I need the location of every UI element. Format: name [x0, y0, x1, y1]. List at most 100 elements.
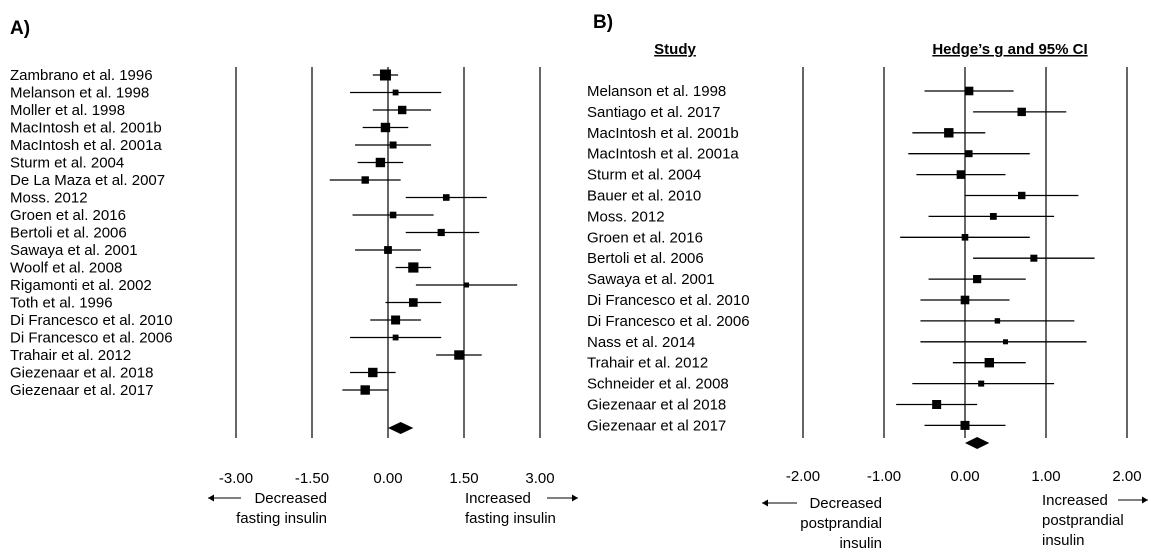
decreased-note-text: Decreased: [254, 490, 327, 507]
effect-size-marker: [964, 86, 974, 96]
effect-size-marker: [391, 315, 401, 325]
study-label: Giezenaar et al. 2017: [10, 382, 153, 399]
x-tick-label: 3.00: [525, 470, 554, 487]
effect-size-marker: [973, 275, 982, 284]
study-label: Bertoli et al. 2006: [587, 250, 704, 267]
effect-size-marker: [994, 318, 1001, 324]
increased-note-arrowhead: [572, 494, 578, 502]
study-label: Moss. 2012: [10, 190, 88, 207]
study-label: De La Maza et al. 2007: [10, 172, 165, 189]
decreased-note-text: postprandial: [800, 515, 882, 532]
effect-size-marker: [368, 367, 378, 378]
x-tick-label: 1.50: [449, 470, 478, 487]
study-label: Giezenaar et al. 2018: [10, 365, 153, 382]
effect-size-marker: [1018, 191, 1026, 200]
decreased-note-arrowhead: [762, 499, 768, 507]
x-tick-label: 0.00: [950, 468, 979, 485]
x-tick-label: -1.00: [867, 468, 901, 485]
effect-size-marker: [978, 380, 985, 387]
study-label: Melanson et al. 1998: [10, 85, 149, 102]
x-tick-label: 2.00: [1112, 468, 1141, 485]
study-label: Giezenaar et al 2018: [587, 397, 726, 414]
decreased-note-text: fasting insulin: [236, 510, 327, 527]
effect-size-marker: [437, 228, 445, 237]
panel-label: A): [10, 18, 30, 39]
study-label: Trahair et al. 2012: [587, 355, 708, 372]
effect-size-marker: [442, 194, 450, 201]
decreased-note-text: Decreased: [809, 495, 882, 512]
effect-size-marker: [960, 420, 970, 430]
study-label: Moller et al. 1998: [10, 102, 125, 119]
effect-size-marker: [454, 350, 464, 360]
study-label: Sturm et al. 2004: [587, 167, 701, 184]
study-label: Giezenaar et al 2017: [587, 417, 726, 434]
study-label: MacIntosh et al. 2001b: [587, 125, 739, 142]
effect-size-marker: [1017, 107, 1026, 117]
effect-size-marker: [944, 128, 954, 138]
effect-size-marker: [408, 262, 419, 273]
effect-size-marker: [397, 105, 407, 115]
effect-size-marker: [956, 170, 966, 179]
study-column-header: Study: [654, 41, 696, 58]
effect-size-marker: [380, 122, 391, 133]
study-label: Bertoli et al. 2006: [10, 225, 127, 242]
effect-size-marker: [1030, 254, 1038, 262]
study-label: Sturm et al. 2004: [10, 155, 124, 172]
effect-size-marker: [932, 400, 942, 409]
summary-diamond: [965, 437, 990, 449]
increased-note-text: insulin: [1042, 532, 1085, 549]
effect-size-marker: [409, 298, 418, 307]
effect-size-marker: [464, 282, 470, 288]
study-label: Rigamonti et al. 2002: [10, 277, 152, 294]
study-label: Trahair et al. 2012: [10, 347, 131, 364]
effect-size-marker: [375, 157, 386, 168]
study-label: Santiago et al. 2017: [587, 104, 720, 121]
study-label: Nass et al. 2014: [587, 334, 695, 351]
x-tick-label: -2.00: [786, 468, 820, 485]
study-label: Di Francesco et al. 2010: [587, 292, 750, 309]
decreased-note-arrowhead: [208, 494, 214, 502]
study-label: Di Francesco et al. 2010: [10, 312, 173, 329]
study-label: Moss. 2012: [587, 208, 665, 225]
effect-size-marker: [389, 141, 397, 149]
study-label: Woolf et al. 2008: [10, 260, 122, 277]
effect-size-marker: [1003, 339, 1008, 345]
study-label: Groen et al. 2016: [10, 207, 126, 224]
study-label: Bauer et al. 2010: [587, 188, 701, 205]
study-label: Sawaya et al. 2001: [10, 242, 138, 259]
study-label: Zambrano et al. 1996: [10, 67, 153, 84]
panel-b-postprandial-insulin: B) Study Hedge’s g and 95% CI Melanson et a…: [587, 12, 1148, 552]
effect-size-marker: [960, 295, 970, 305]
study-label: Sawaya et al. 2001: [587, 271, 715, 288]
increased-note-text: postprandial: [1042, 512, 1124, 529]
effect-size-marker: [361, 176, 369, 184]
effect-size-marker: [392, 334, 399, 341]
study-label: Groen et al. 2016: [587, 229, 703, 246]
study-label: MacIntosh et al. 2001a: [587, 146, 739, 163]
decreased-note-text: insulin: [839, 535, 882, 552]
increased-note-text: Increased: [1042, 492, 1108, 509]
effect-column-header: Hedge’s g and 95% CI: [932, 41, 1087, 58]
study-label: MacIntosh et al. 2001a: [10, 137, 162, 154]
study-label: Di Francesco et al. 2006: [10, 330, 173, 347]
panel-label: B): [593, 12, 613, 33]
effect-size-marker: [389, 211, 397, 219]
study-label: Toth et al. 1996: [10, 295, 113, 312]
x-tick-label: -1.50: [295, 470, 329, 487]
study-label: Di Francesco et al. 2006: [587, 313, 750, 330]
study-label: Schneider et al. 2008: [587, 376, 729, 393]
effect-size-marker: [961, 234, 969, 241]
increased-note-text: fasting insulin: [465, 510, 556, 527]
x-tick-label: 1.00: [1031, 468, 1060, 485]
increased-note-text: Increased: [465, 490, 531, 507]
summary-diamond: [388, 422, 414, 434]
effect-size-marker: [379, 69, 391, 81]
study-label: MacIntosh et al. 2001b: [10, 120, 162, 137]
effect-size-marker: [965, 150, 973, 158]
effect-size-marker: [989, 213, 997, 220]
effect-size-marker: [984, 358, 994, 368]
increased-note-arrowhead: [1142, 496, 1148, 504]
effect-size-marker: [392, 89, 399, 96]
study-label: Melanson et al. 1998: [587, 83, 726, 100]
